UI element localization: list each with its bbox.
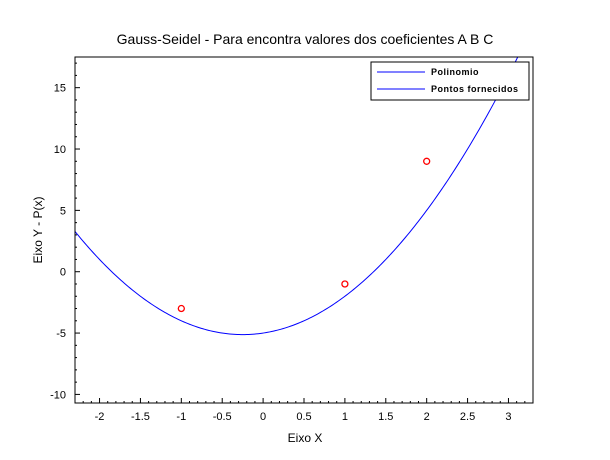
series-pontos-point	[341, 280, 349, 288]
curve-layer	[75, 57, 519, 336]
legend-box	[370, 61, 530, 101]
y-tick-label: -5	[56, 328, 66, 340]
x-tick-label: 2	[424, 411, 430, 423]
x-tick-label: -2	[95, 411, 105, 423]
x-tick-label: -0.5	[213, 411, 232, 423]
series-polinomio-line	[75, 57, 519, 336]
x-tick-label: 0	[260, 411, 266, 423]
series-pontos-point	[177, 304, 185, 313]
legend-label-pontos: Pontos fornecidos	[431, 84, 519, 94]
legend-label-polinomio: Polinomio	[431, 67, 479, 77]
y-tick-label: 5	[60, 205, 66, 217]
y-axis-ticks: -10 -5 0 5 10 15	[50, 62, 80, 401]
legend: Polinomio Pontos fornecidos	[370, 61, 530, 101]
x-tick-label: 0.5	[296, 411, 311, 423]
points-layer	[177, 157, 431, 313]
x-tick-label: 3	[505, 411, 511, 423]
x-tick-label: -1.5	[131, 411, 150, 423]
x-tick-label: 2.5	[460, 411, 475, 423]
y-tick-label: 0	[60, 267, 66, 279]
x-tick-label: 1	[342, 411, 348, 423]
y-axis-label: Eixo Y - P(x)	[31, 197, 45, 264]
y-tick-label: 15	[54, 83, 66, 95]
y-tick-label: 10	[54, 144, 66, 156]
x-tick-label: -1	[176, 411, 186, 423]
x-axis-label: Eixo X	[288, 431, 323, 445]
chart-title: Gauss-Seidel - Para encontra valores dos…	[117, 31, 494, 47]
series-pontos-point	[423, 157, 431, 165]
y-tick-label: -10	[50, 389, 66, 401]
x-axis-ticks: -2 -1.5 -1 -0.5 0 0.5 1 1.5 2 2.5 3	[74, 398, 534, 423]
x-tick-label: 1.5	[378, 411, 393, 423]
